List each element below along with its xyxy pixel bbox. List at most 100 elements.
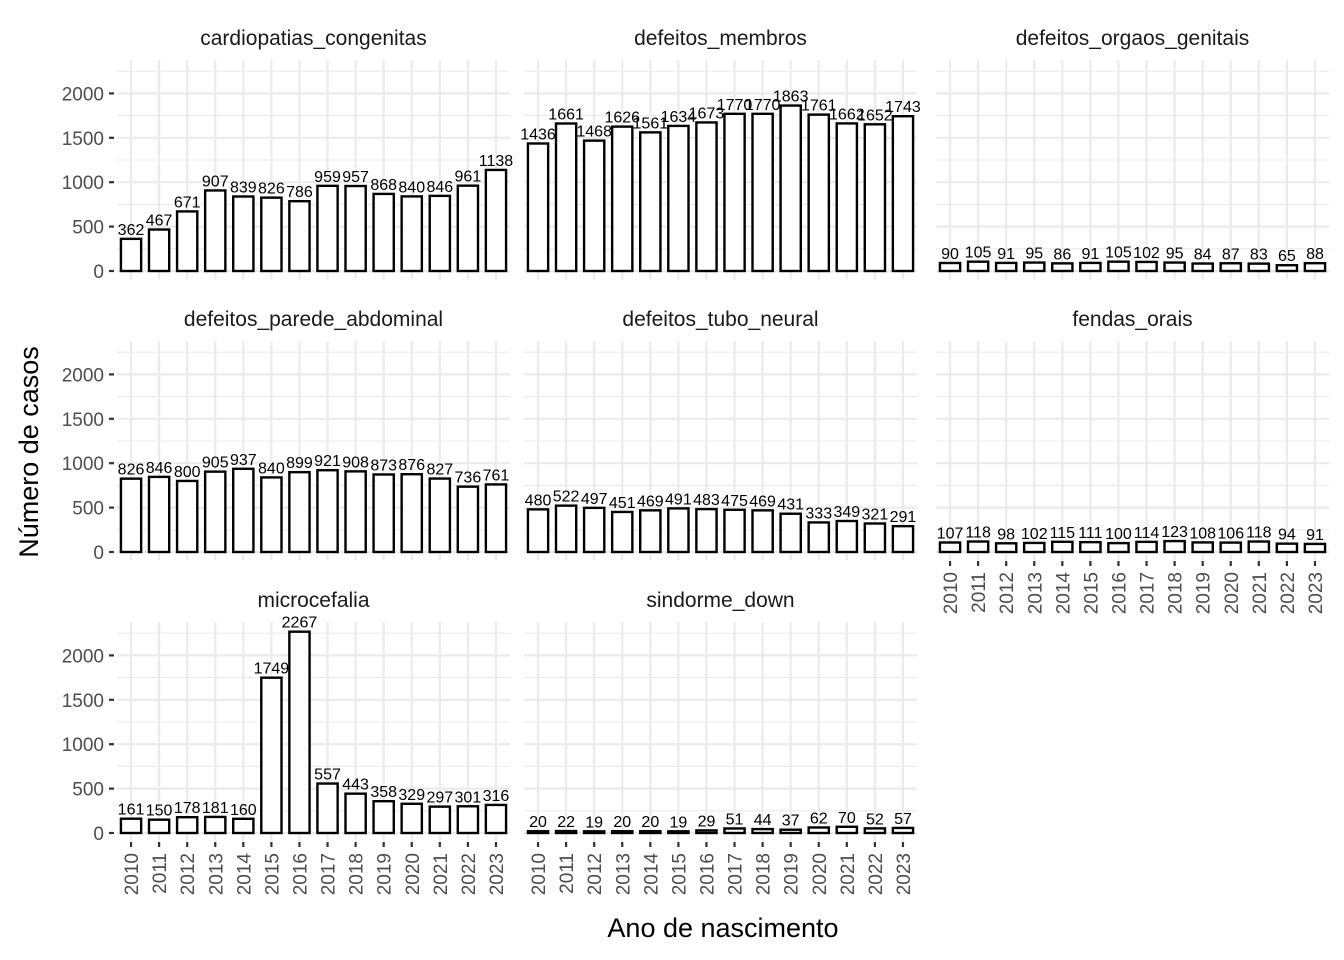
bar (751, 827, 774, 835)
bar (203, 189, 227, 273)
bar-value-label: 905 (202, 455, 229, 472)
x-tick-label: 2020 (1222, 572, 1243, 614)
bar-value-label: 118 (1246, 525, 1272, 542)
bar (667, 830, 690, 835)
bar-value-label: 316 (483, 788, 510, 805)
y-tick-label: 2000 (62, 84, 104, 105)
bar-value-label: 1770 (745, 97, 781, 114)
bar-value-label: 826 (258, 181, 285, 198)
bar-value-label: 83 (1250, 247, 1268, 264)
bar-value-label: 181 (202, 800, 229, 817)
y-tick-label: 500 (72, 780, 104, 801)
bar (610, 830, 634, 835)
bar (1219, 262, 1243, 273)
bar-value-label: 671 (174, 194, 201, 211)
bar (1219, 541, 1243, 554)
bar (723, 827, 746, 835)
bar (119, 237, 143, 273)
bar-value-label: 297 (426, 790, 453, 807)
bar (260, 476, 283, 554)
bar (428, 477, 452, 554)
bar (316, 184, 339, 273)
bar (526, 830, 550, 835)
bar-value-label: 91 (1081, 246, 1099, 263)
x-tick-label: 2019 (1194, 572, 1215, 614)
y-tick-label: 0 (93, 262, 104, 283)
bar (1107, 260, 1130, 273)
bar (554, 829, 578, 835)
bar (835, 519, 859, 554)
bar-value-label: 475 (721, 493, 748, 510)
bar (610, 510, 634, 554)
bar (582, 830, 606, 835)
bar (288, 470, 311, 554)
bar (1079, 261, 1102, 273)
bar-value-label: 1634 (661, 109, 697, 126)
bar-value-label: 467 (146, 213, 173, 230)
bar-value-label: 1661 (548, 107, 584, 124)
bar-value-label: 102 (1021, 526, 1048, 543)
y-tick-label: 1500 (62, 691, 104, 712)
bar (1051, 262, 1074, 273)
x-tick-label: 2019 (782, 853, 803, 895)
x-tick-label: 2021 (1250, 572, 1271, 614)
bar (863, 827, 887, 835)
bar-value-label: 826 (118, 462, 145, 479)
bar (723, 112, 746, 273)
bar (554, 122, 578, 273)
bar-value-label: 839 (230, 179, 257, 196)
bar (260, 676, 283, 835)
bar-value-label: 102 (1133, 245, 1160, 262)
bar (863, 123, 887, 273)
facet-panels: cardiopatias_congenitas05001000150020003… (62, 27, 1329, 895)
y-tick-label: 2000 (62, 365, 104, 386)
bar-value-label: 921 (314, 453, 341, 470)
bar (456, 805, 480, 835)
x-tick-label: 2010 (529, 853, 550, 895)
bar (203, 815, 227, 835)
bar (526, 142, 550, 273)
bar-value-label: 959 (314, 169, 341, 186)
bar-value-label: 827 (426, 462, 453, 479)
x-tick-label: 2019 (375, 853, 396, 895)
x-tick-label: 2022 (459, 853, 480, 895)
x-tick-label: 2020 (403, 853, 424, 895)
bar (751, 112, 774, 273)
bar (863, 522, 887, 554)
x-tick-label: 2013 (206, 853, 227, 895)
bar-value-label: 557 (314, 767, 341, 784)
bar (372, 800, 395, 835)
bar-value-label: 469 (637, 493, 664, 510)
bar-value-label: 150 (146, 803, 173, 820)
bar (1191, 262, 1214, 273)
facet-panel-cardiopatias_congenitas: cardiopatias_congenitas 0 500 1000 1500 2000 3… (62, 27, 514, 283)
bar (175, 210, 199, 273)
y-tick-label: 0 (93, 543, 104, 564)
bar-value-label: 480 (525, 492, 552, 509)
facet-title: fendas_orais (1072, 308, 1192, 331)
bar (994, 542, 1018, 554)
bar (203, 470, 227, 554)
bar-value-label: 20 (613, 814, 631, 831)
bar (288, 200, 311, 273)
bar (639, 131, 662, 273)
bar-value-label: 957 (342, 169, 369, 186)
x-tick-label: 2013 (613, 853, 634, 895)
x-tick-label: 2011 (150, 853, 171, 894)
bar (667, 507, 690, 554)
bar-value-label: 20 (641, 814, 659, 831)
bar (1191, 541, 1214, 554)
x-tick-label: 2018 (754, 853, 775, 895)
bar (1163, 261, 1186, 273)
bar-value-label: 22 (557, 814, 575, 831)
bar (147, 818, 171, 835)
y-tick-label: 1000 (62, 454, 104, 475)
facet-title: microcefalia (257, 589, 369, 612)
x-tick-label: 2022 (1278, 572, 1299, 614)
bar (938, 541, 962, 554)
x-tick-label: 2023 (487, 853, 508, 895)
bar (484, 168, 508, 273)
bar-value-label: 736 (455, 470, 482, 487)
y-tick-label: 1000 (62, 173, 104, 194)
